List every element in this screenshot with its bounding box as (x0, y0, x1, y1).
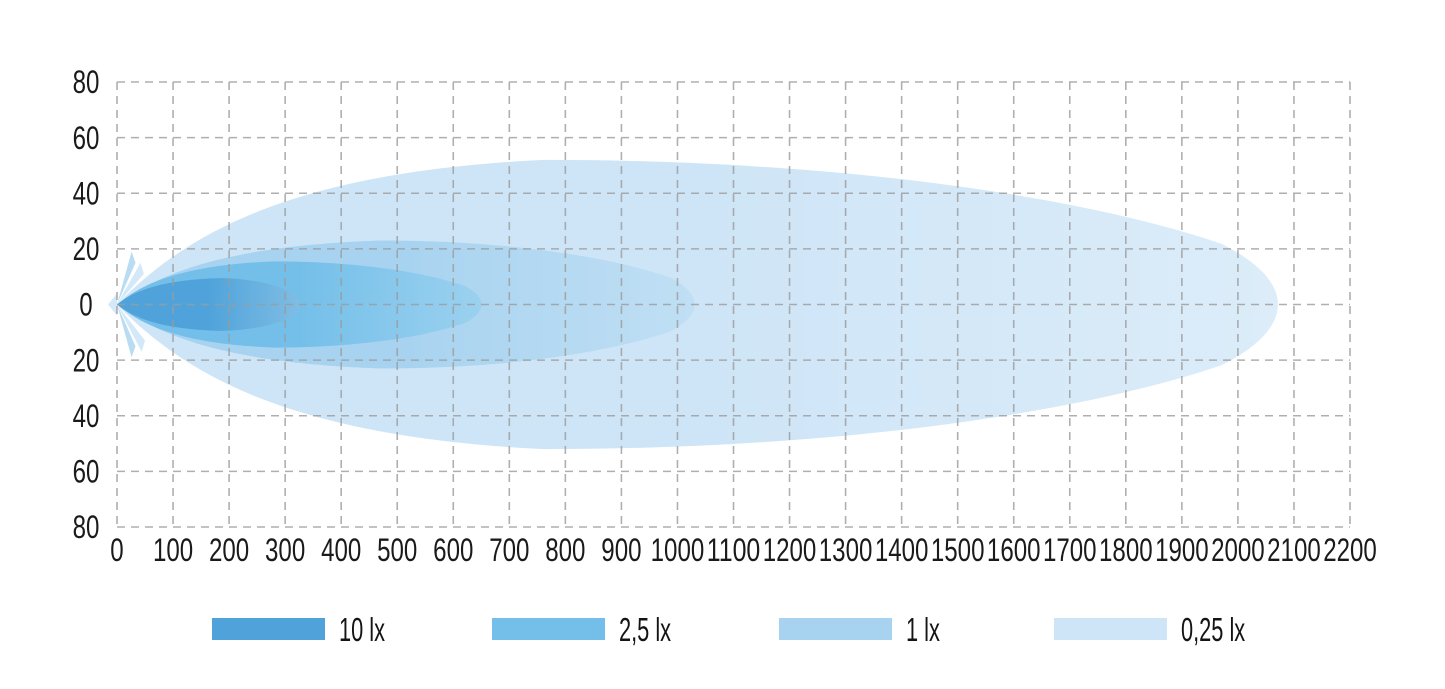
legend-label: 0,25 lx (1181, 610, 1246, 648)
x-tick-label: 600 (433, 532, 473, 568)
x-tick-label: 1400 (875, 532, 929, 568)
x-tick-label: 700 (489, 532, 529, 568)
x-tick-label: 1600 (987, 532, 1041, 568)
x-tick-label: 800 (545, 532, 585, 568)
legend-swatch (779, 618, 892, 640)
legend-swatch (492, 618, 605, 640)
x-tick-label: 500 (377, 532, 417, 568)
x-tick-label: 1300 (819, 532, 873, 568)
y-tick-label: 40 (73, 175, 100, 211)
legend-swatch (1054, 618, 1167, 640)
x-tick-label: 1800 (1099, 532, 1153, 568)
y-tick-label: 0 (79, 287, 92, 323)
legend: 10 lx 2,5 lx 1 lx 0,25 lx (0, 613, 1445, 657)
origin-flare (117, 304, 136, 358)
x-tick-label: 1700 (1043, 532, 1097, 568)
legend-label: 2,5 lx (619, 610, 672, 648)
legend-item-1-lx: 1 lx (779, 610, 957, 648)
origin-flare (108, 293, 117, 316)
y-tick-label: 60 (73, 120, 100, 156)
y-tick-label: 40 (73, 398, 100, 434)
x-tick-label: 0 (110, 532, 123, 568)
legend-swatch (212, 618, 325, 640)
legend-item-0-25-lx: 0,25 lx (1054, 610, 1278, 648)
legend-label: 10 lx (339, 610, 386, 648)
origin-flare (117, 262, 144, 305)
axis-labels: 0 100 200 300 400 500 600 700 800 900 1000 1100 1200… (73, 64, 1377, 568)
y-tick-label: 20 (73, 342, 100, 378)
x-tick-label: 2200 (1323, 532, 1377, 568)
y-tick-label: 80 (73, 64, 100, 100)
x-tick-label: 200 (209, 532, 249, 568)
x-tick-label: 2100 (1267, 532, 1321, 568)
grid (116, 81, 1351, 528)
x-tick-label: 1900 (1155, 532, 1209, 568)
x-tick-label: 2000 (1211, 532, 1265, 568)
isolux-chart: 0 100 200 300 400 500 600 700 800 900 1000 1100 1200… (73, 64, 1377, 568)
x-tick-label: 900 (601, 532, 641, 568)
x-tick-label: 1000 (651, 532, 705, 568)
origin-flare (117, 304, 146, 352)
x-tick-label: 400 (321, 532, 361, 568)
x-tick-label: 100 (153, 532, 193, 568)
legend-label: 1 lx (906, 610, 940, 648)
legend-item-10-lx: 10 lx (212, 610, 409, 648)
y-tick-label: 60 (73, 454, 100, 490)
legend-item-2-5-lx: 2,5 lx (492, 610, 698, 648)
y-tick-label: 20 (73, 231, 100, 267)
x-tick-label: 1100 (707, 532, 761, 568)
origin-flare (117, 251, 136, 305)
x-tick-label: 1500 (931, 532, 985, 568)
y-tick-label: 80 (73, 509, 100, 545)
x-tick-label: 300 (265, 532, 305, 568)
x-tick-label: 1200 (763, 532, 817, 568)
